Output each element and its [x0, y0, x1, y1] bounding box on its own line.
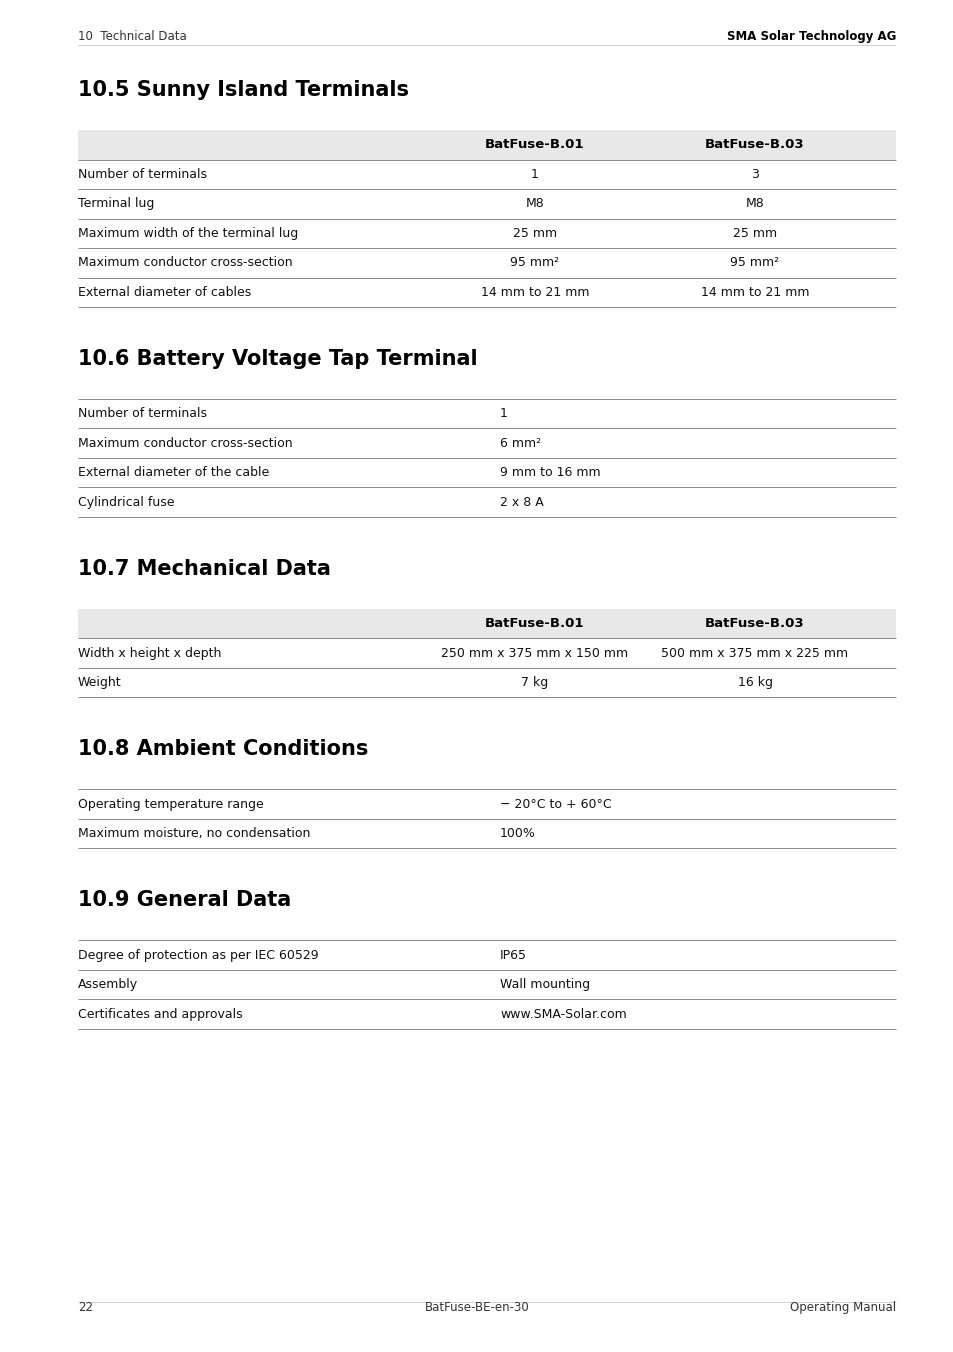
Text: 500 mm x 375 mm x 225 mm: 500 mm x 375 mm x 225 mm	[660, 646, 847, 660]
Text: 10.5 Sunny Island Terminals: 10.5 Sunny Island Terminals	[78, 80, 409, 100]
Text: 14 mm to 21 mm: 14 mm to 21 mm	[700, 285, 808, 299]
Text: Assembly: Assembly	[78, 979, 138, 991]
Text: Maximum moisture, no condensation: Maximum moisture, no condensation	[78, 827, 310, 840]
Text: 250 mm x 375 mm x 150 mm: 250 mm x 375 mm x 150 mm	[441, 646, 628, 660]
Text: 10.7 Mechanical Data: 10.7 Mechanical Data	[78, 558, 331, 579]
Text: Maximum conductor cross-section: Maximum conductor cross-section	[78, 437, 293, 450]
Text: 10.9 General Data: 10.9 General Data	[78, 891, 291, 910]
Text: BatFuse-B.03: BatFuse-B.03	[704, 138, 804, 151]
Text: 10  Technical Data: 10 Technical Data	[78, 30, 187, 43]
Text: 9 mm to 16 mm: 9 mm to 16 mm	[499, 466, 600, 479]
Text: 95 mm²: 95 mm²	[730, 257, 779, 269]
Text: www.SMA-Solar.com: www.SMA-Solar.com	[499, 1007, 626, 1021]
Text: BatFuse-B.03: BatFuse-B.03	[704, 618, 804, 630]
Text: Width x height x depth: Width x height x depth	[78, 646, 221, 660]
Text: Number of terminals: Number of terminals	[78, 407, 207, 420]
Bar	[78, 130, 895, 160]
Text: External diameter of cables: External diameter of cables	[78, 285, 251, 299]
Text: 100%: 100%	[499, 827, 536, 840]
Text: 1: 1	[531, 168, 538, 181]
Text: Operating Manual: Operating Manual	[789, 1301, 895, 1314]
Text: 25 mm: 25 mm	[732, 227, 777, 239]
Text: Wall mounting: Wall mounting	[499, 979, 590, 991]
Bar	[78, 608, 895, 638]
Text: Maximum width of the terminal lug: Maximum width of the terminal lug	[78, 227, 298, 239]
Text: SMA Solar Technology AG: SMA Solar Technology AG	[726, 30, 895, 43]
Text: BatFuse-B.01: BatFuse-B.01	[485, 138, 584, 151]
Text: 2 x 8 A: 2 x 8 A	[499, 496, 543, 508]
Text: 25 mm: 25 mm	[513, 227, 557, 239]
Text: Operating temperature range: Operating temperature range	[78, 798, 263, 811]
Text: 14 mm to 21 mm: 14 mm to 21 mm	[480, 285, 589, 299]
Text: Degree of protection as per IEC 60529: Degree of protection as per IEC 60529	[78, 949, 318, 961]
Text: Number of terminals: Number of terminals	[78, 168, 207, 181]
Text: BatFuse-BE-en-30: BatFuse-BE-en-30	[424, 1301, 529, 1314]
Text: IP65: IP65	[499, 949, 526, 961]
Text: M8: M8	[745, 197, 763, 211]
Text: 7 kg: 7 kg	[521, 676, 548, 690]
Text: M8: M8	[525, 197, 544, 211]
Text: External diameter of the cable: External diameter of the cable	[78, 466, 269, 479]
Text: 10.6 Battery Voltage Tap Terminal: 10.6 Battery Voltage Tap Terminal	[78, 349, 477, 369]
Text: 6 mm²: 6 mm²	[499, 437, 540, 450]
Text: 16 kg: 16 kg	[737, 676, 772, 690]
Text: 1: 1	[499, 407, 507, 420]
Text: BatFuse-B.01: BatFuse-B.01	[485, 618, 584, 630]
Text: 95 mm²: 95 mm²	[510, 257, 559, 269]
Text: − 20°C to + 60°C: − 20°C to + 60°C	[499, 798, 611, 811]
Text: Cylindrical fuse: Cylindrical fuse	[78, 496, 174, 508]
Text: Terminal lug: Terminal lug	[78, 197, 154, 211]
Text: 3: 3	[750, 168, 759, 181]
Text: Weight: Weight	[78, 676, 121, 690]
Text: 10.8 Ambient Conditions: 10.8 Ambient Conditions	[78, 740, 368, 760]
Text: Maximum conductor cross-section: Maximum conductor cross-section	[78, 257, 293, 269]
Text: 22: 22	[78, 1301, 92, 1314]
Text: Certificates and approvals: Certificates and approvals	[78, 1007, 242, 1021]
